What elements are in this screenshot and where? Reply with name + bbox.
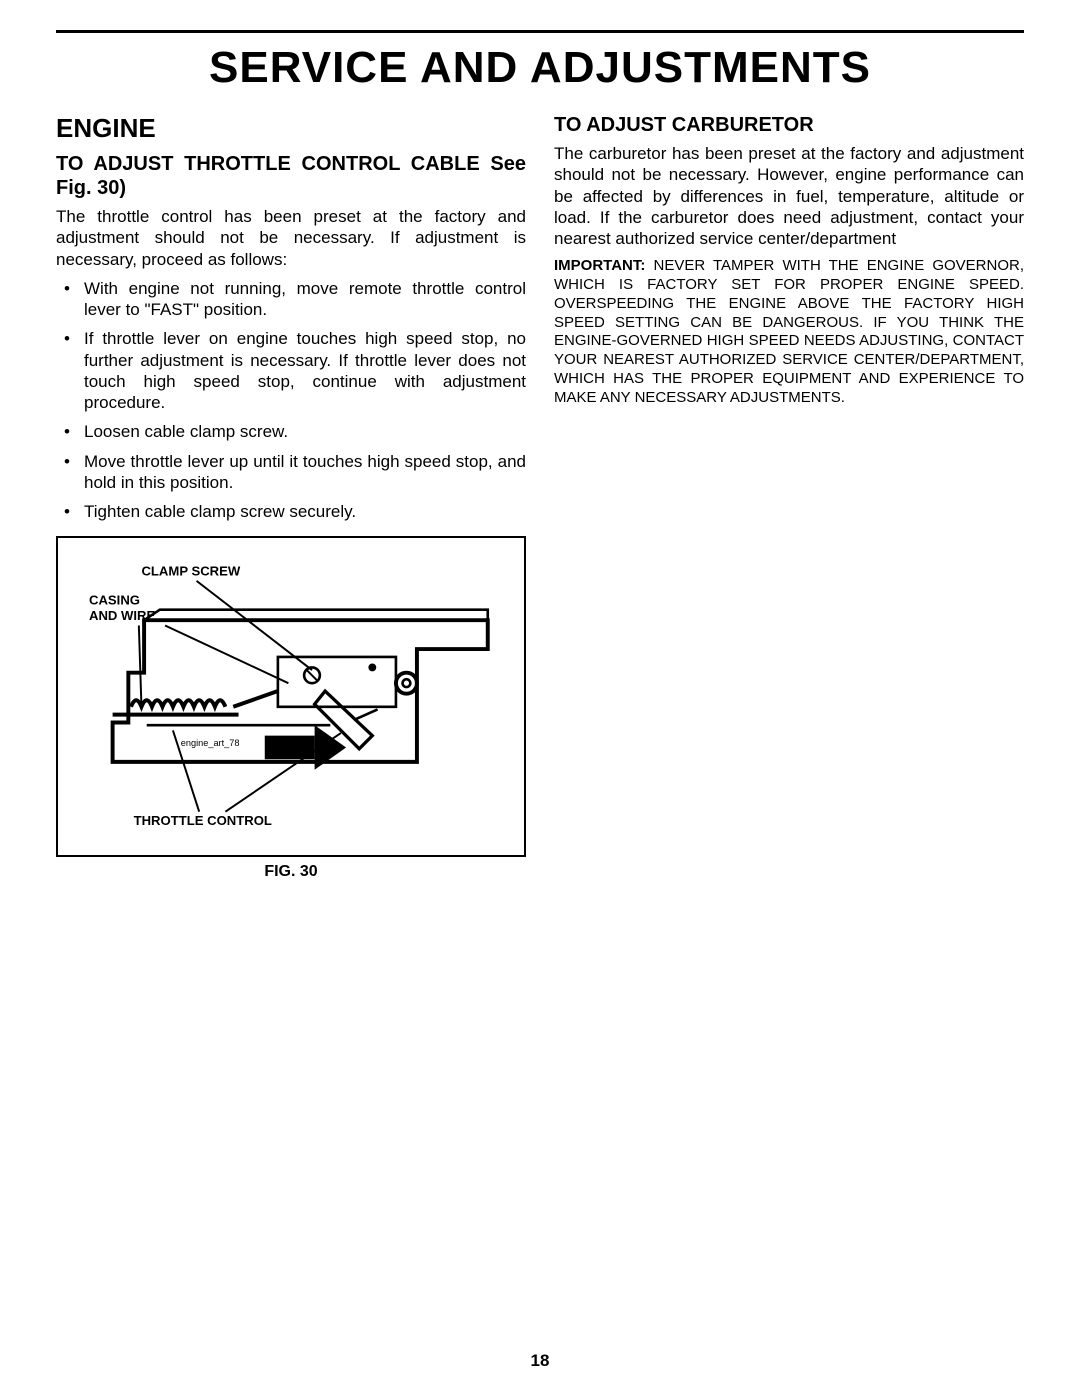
throttle-subheading: TO ADJUST THROTTLE CONTROL CABLE See Fig… <box>56 152 526 200</box>
label-throttle: THROTTLE CONTROL <box>134 813 272 828</box>
label-casing: CASING <box>89 593 140 608</box>
stop-dot <box>368 664 376 672</box>
important-lead: IMPORTANT: <box>554 257 645 274</box>
carburetor-body: The carburetor has been preset at the fa… <box>554 143 1024 249</box>
figure-30-box: CLAMP SCREW CASING AND WIRE THROTTLE CON… <box>56 536 526 857</box>
label-art-id: engine_art_78 <box>181 738 240 748</box>
page-number: 18 <box>0 1351 1080 1371</box>
important-body: NEVER TAMPER WITH THE ENGINE GOVERNOR, W… <box>554 257 1024 405</box>
important-block: IMPORTANT: NEVER TAMPER WITH THE ENGINE … <box>554 257 1024 407</box>
bracket-plate <box>278 657 396 707</box>
leader-casing <box>139 626 142 707</box>
list-item: With engine not running, move remote thr… <box>56 278 526 321</box>
cable-to-bracket <box>233 691 278 707</box>
content-columns: ENGINE TO ADJUST THROTTLE CONTROL CABLE … <box>56 113 1024 881</box>
throttle-intro: The throttle control has been preset at … <box>56 206 526 270</box>
carburetor-subheading: TO ADJUST CARBURETOR <box>554 113 1024 137</box>
right-column: TO ADJUST CARBURETOR The carburetor has … <box>554 113 1024 881</box>
list-item: Move throttle lever up until it touches … <box>56 451 526 494</box>
page-title: SERVICE AND ADJUSTMENTS <box>56 43 1024 93</box>
list-item: Loosen cable clamp screw. <box>56 421 526 442</box>
label-clamp-screw: CLAMP SCREW <box>141 564 240 579</box>
figure-caption: FIG. 30 <box>56 863 526 881</box>
engine-heading: ENGINE <box>56 113 526 144</box>
leader-wire <box>165 626 288 684</box>
left-column: ENGINE TO ADJUST THROTTLE CONTROL CABLE … <box>56 113 526 881</box>
spring-coil <box>131 700 225 707</box>
bolt-inner <box>402 679 410 687</box>
bolt-circle <box>396 673 417 694</box>
lever-tab <box>354 710 378 720</box>
top-rule <box>56 30 1024 33</box>
screw-slot <box>307 670 317 680</box>
list-item: If throttle lever on engine touches high… <box>56 328 526 413</box>
list-item: Tighten cable clamp screw securely. <box>56 501 526 522</box>
figure-30-diagram: CLAMP SCREW CASING AND WIRE THROTTLE CON… <box>68 552 514 841</box>
throttle-steps: With engine not running, move remote thr… <box>56 278 526 523</box>
